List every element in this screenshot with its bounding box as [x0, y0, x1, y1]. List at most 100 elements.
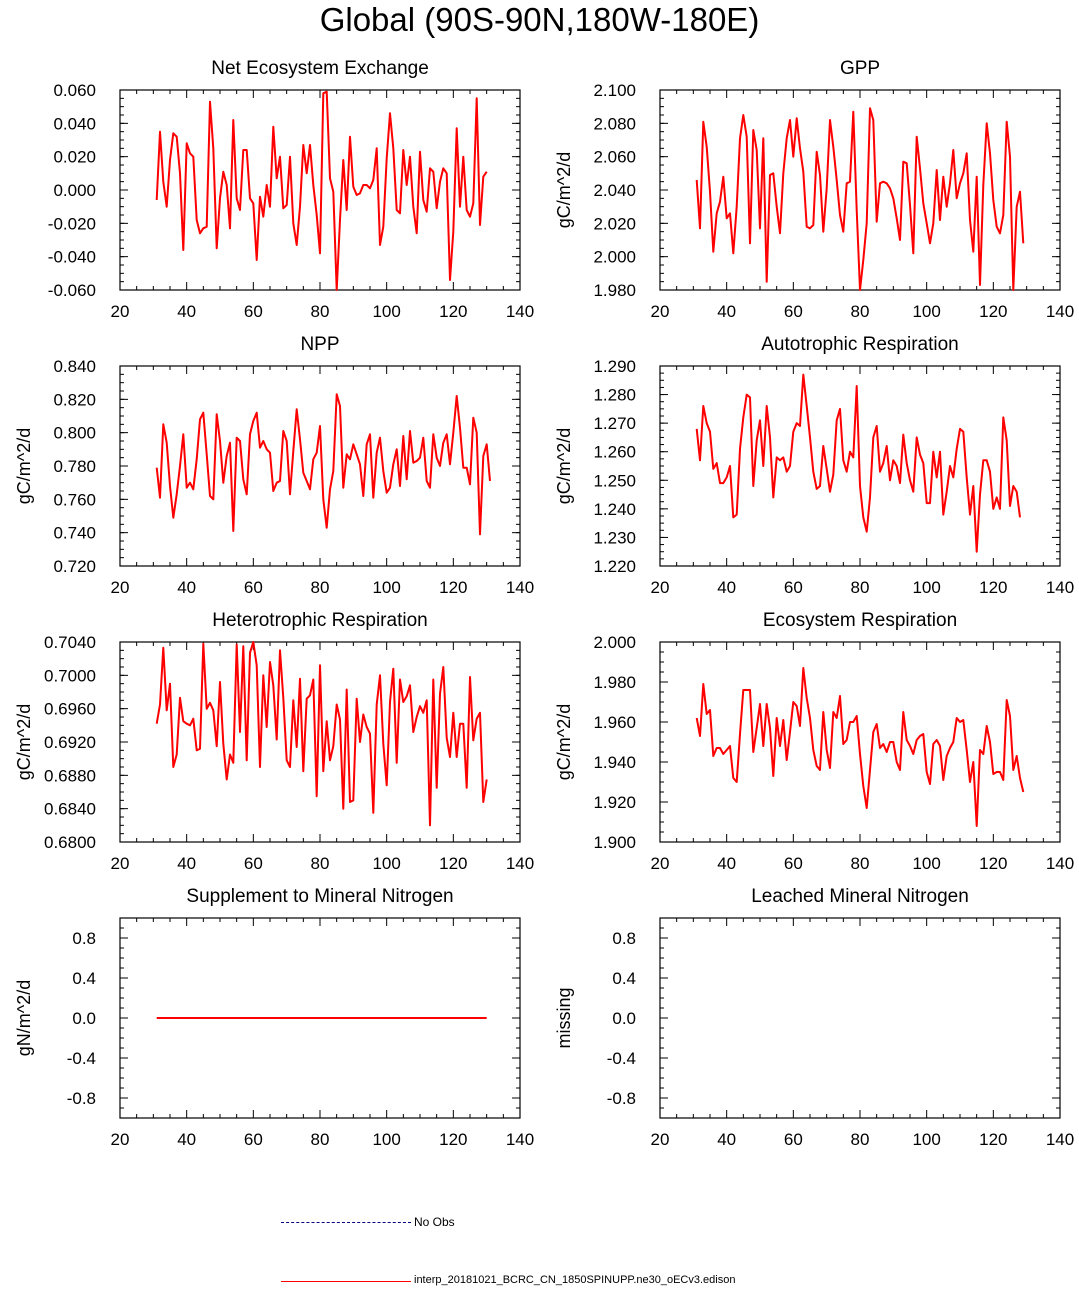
x-tick-label: 100 — [912, 302, 940, 321]
y-tick-label: 2.100 — [593, 81, 636, 100]
x-tick-label: 100 — [372, 302, 400, 321]
x-tick-label: 100 — [372, 578, 400, 597]
y-tick-label: 2.080 — [593, 114, 636, 133]
x-tick-label: 140 — [506, 302, 534, 321]
x-tick-label: 140 — [1046, 854, 1074, 873]
panel-1: Net Ecosystem Exchange 20 40 60 80 100 120 140 -… — [48, 58, 534, 321]
y-tick-label: 2.060 — [593, 148, 636, 167]
panel-8: Leached Mineral Nitrogen 20 40 60 80 100 120 14… — [554, 886, 1074, 1149]
panel-title: GPP — [840, 58, 880, 79]
x-tick-label: 140 — [506, 1130, 534, 1149]
x-tick-label: 140 — [506, 854, 534, 873]
x-tick-label: 100 — [912, 854, 940, 873]
y-tick-label: 1.980 — [593, 673, 636, 692]
panel-5: Heterotrophic Respiration 20 40 60 80 100 120 1… — [14, 610, 534, 873]
panel-title: Supplement to Mineral Nitrogen — [186, 886, 453, 907]
y-tick-label: 0.0 — [612, 1009, 636, 1028]
x-tick-label: 60 — [784, 578, 803, 597]
y-tick-label: 0.6800 — [44, 833, 96, 852]
y-tick-label: 2.040 — [593, 181, 636, 200]
y-tick-label: 0.8 — [612, 929, 636, 948]
series-line — [155, 641, 488, 827]
x-tick-label: 120 — [979, 1130, 1007, 1149]
x-tick-label: 80 — [311, 578, 330, 597]
x-tick-label: 100 — [372, 854, 400, 873]
series-line — [155, 90, 488, 291]
panel-title: Net Ecosystem Exchange — [211, 58, 429, 79]
x-tick-label: 20 — [651, 854, 670, 873]
x-tick-label: 40 — [177, 302, 196, 321]
y-axis-label: missing — [554, 987, 574, 1048]
panel-7: Supplement to Mineral Nitrogen 20 40 60 80 10… — [14, 886, 534, 1149]
x-tick-label: 80 — [851, 1130, 870, 1149]
model-legend-label: interp_20181021_BCRC_CN_1850SPINUPP.ne30… — [414, 1274, 736, 1286]
x-tick-label: 120 — [439, 578, 467, 597]
y-axis-label: gC/m^2/d — [554, 152, 574, 228]
x-tick-label: 120 — [979, 302, 1007, 321]
panel-6: Ecosystem Respiration 20 40 60 80 100 120 140 1.… — [554, 610, 1074, 873]
y-axis-label: gC/m^2/d — [554, 428, 574, 504]
x-tick-label: 120 — [439, 1130, 467, 1149]
model-legend-line — [281, 1281, 411, 1282]
y-tick-label: 1.230 — [593, 528, 636, 547]
obs-legend-label: No Obs — [414, 1215, 455, 1229]
y-tick-label: 2.000 — [593, 248, 636, 267]
x-tick-label: 80 — [851, 302, 870, 321]
y-tick-label: -0.8 — [607, 1089, 636, 1108]
panel-title: Heterotrophic Respiration — [212, 610, 427, 631]
panel-title: Autotrophic Respiration — [761, 334, 959, 355]
y-tick-label: 0.6880 — [44, 766, 96, 785]
y-tick-label: 0.740 — [53, 524, 96, 543]
x-tick-label: 40 — [177, 1130, 196, 1149]
panel-title: Ecosystem Respiration — [763, 610, 957, 631]
y-tick-label: 1.960 — [593, 713, 636, 732]
y-tick-label: 0.760 — [53, 490, 96, 509]
y-tick-label: 0.4 — [612, 969, 636, 988]
x-tick-label: 60 — [784, 854, 803, 873]
panel-4: Autotrophic Respiration 20 40 60 80 100 120 140… — [554, 334, 1074, 597]
x-tick-label: 80 — [311, 302, 330, 321]
series-line — [695, 107, 1025, 291]
y-axis-label: gN/m^2/d — [14, 980, 34, 1056]
x-tick-label: 20 — [111, 854, 130, 873]
y-tick-label: 1.250 — [593, 471, 636, 490]
obs-legend-line — [281, 1222, 411, 1223]
x-tick-label: 60 — [244, 302, 263, 321]
x-tick-label: 20 — [651, 302, 670, 321]
x-tick-label: 60 — [784, 302, 803, 321]
y-tick-label: 0.4 — [72, 969, 96, 988]
y-tick-label: 0.780 — [53, 457, 96, 476]
x-tick-label: 20 — [111, 1130, 130, 1149]
y-axis-label: gC/m^2/d — [14, 428, 34, 504]
x-tick-label: 80 — [311, 1130, 330, 1149]
x-tick-label: 20 — [111, 302, 130, 321]
y-axis-label: gC/m^2/d — [14, 704, 34, 780]
x-tick-label: 40 — [177, 578, 196, 597]
y-tick-label: 2.020 — [593, 214, 636, 233]
y-tick-label: -0.040 — [48, 248, 96, 267]
y-tick-label: 0.800 — [53, 424, 96, 443]
y-tick-label: 0.820 — [53, 390, 96, 409]
plot-frame — [659, 641, 1061, 843]
x-tick-label: 60 — [244, 854, 263, 873]
y-tick-label: 1.900 — [593, 833, 636, 852]
plot-frame — [659, 89, 1061, 291]
y-tick-label: 0.8 — [72, 929, 96, 948]
x-tick-label: 120 — [439, 302, 467, 321]
y-tick-label: -0.020 — [48, 214, 96, 233]
x-tick-label: 20 — [111, 578, 130, 597]
x-tick-label: 100 — [912, 578, 940, 597]
y-tick-label: 0.720 — [53, 557, 96, 576]
x-tick-label: 120 — [439, 854, 467, 873]
x-tick-label: 40 — [717, 302, 736, 321]
y-tick-label: 0.6840 — [44, 800, 96, 819]
x-tick-label: 60 — [784, 1130, 803, 1149]
x-tick-label: 80 — [851, 578, 870, 597]
x-tick-label: 40 — [177, 854, 196, 873]
series-line — [155, 393, 491, 536]
y-tick-label: 0.7000 — [44, 666, 96, 685]
y-tick-label: 2.000 — [593, 633, 636, 652]
y-tick-label: 0.7040 — [44, 633, 96, 652]
x-tick-label: 20 — [651, 1130, 670, 1149]
y-tick-label: 1.920 — [593, 793, 636, 812]
